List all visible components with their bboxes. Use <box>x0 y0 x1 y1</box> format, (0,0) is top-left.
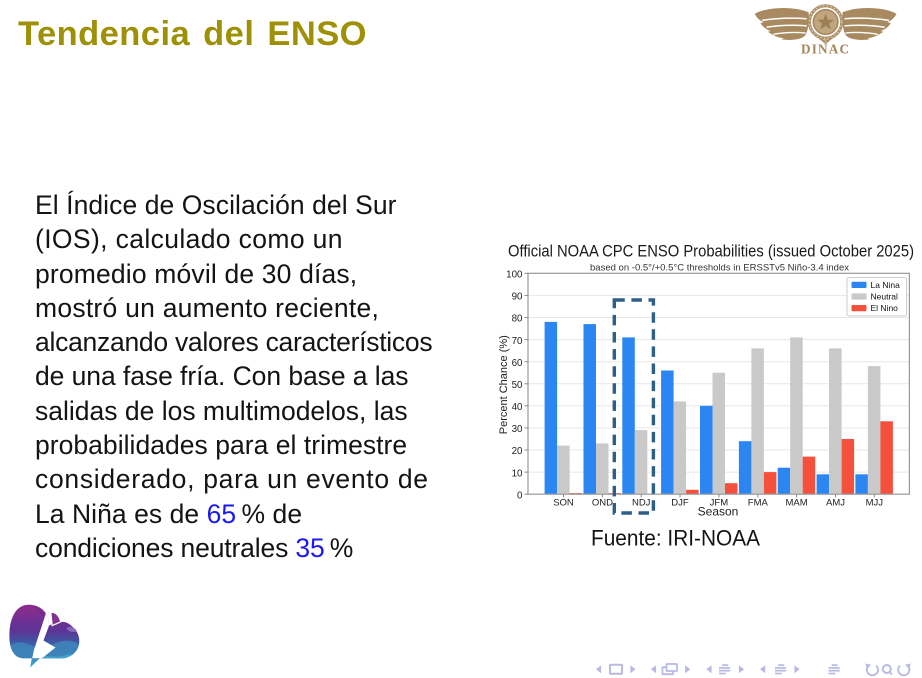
svg-text:JFM: JFM <box>710 498 729 509</box>
svg-text:FMA: FMA <box>748 498 769 509</box>
svg-text:MAM: MAM <box>786 498 808 509</box>
svg-text:100: 100 <box>506 270 523 281</box>
svg-text:NDJ: NDJ <box>632 498 651 509</box>
svg-text:80: 80 <box>512 314 523 325</box>
svg-text:La Nina: La Nina <box>871 280 901 290</box>
svg-text:El Nino: El Nino <box>871 303 899 313</box>
svg-text:Fuente: IRI-NOAA: Fuente: IRI-NOAA <box>591 526 760 551</box>
svg-text:0: 0 <box>517 490 523 501</box>
svg-text:Neutral: Neutral <box>871 291 899 301</box>
svg-text:SON: SON <box>553 498 574 509</box>
svg-text:based on -0.5°/+0.5°C threshol: based on -0.5°/+0.5°C thresholds in ERSS… <box>590 263 849 274</box>
svg-text:20: 20 <box>512 446 523 457</box>
svg-text:40: 40 <box>512 402 523 413</box>
svg-text:MJJ: MJJ <box>866 498 884 509</box>
svg-text:30: 30 <box>512 424 523 435</box>
svg-text:90: 90 <box>512 292 523 303</box>
svg-text:DJF: DJF <box>671 498 689 509</box>
svg-text:Season: Season <box>698 505 739 519</box>
svg-text:60: 60 <box>512 358 523 369</box>
svg-text:10: 10 <box>512 468 523 479</box>
svg-text:50: 50 <box>512 380 523 391</box>
svg-text:70: 70 <box>512 336 523 347</box>
svg-text:AMJ: AMJ <box>826 498 845 509</box>
svg-text:Official NOAA CPC ENSO Probabi: Official NOAA CPC ENSO Probabilities (is… <box>508 242 914 261</box>
svg-text:OND: OND <box>592 498 613 509</box>
svg-text:DINAC: DINAC <box>801 42 850 57</box>
svg-text:Percent Chance (%): Percent Chance (%) <box>498 335 510 434</box>
